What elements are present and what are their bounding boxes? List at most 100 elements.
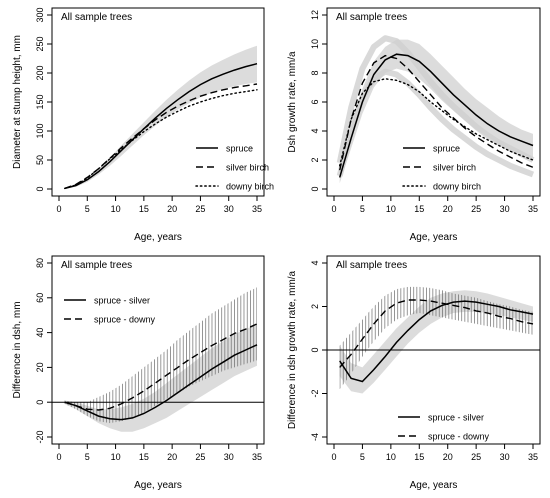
x-tick-label: 35 xyxy=(252,452,262,462)
y-tick-label: 8 xyxy=(310,70,320,75)
y-tick-label: 80 xyxy=(35,258,45,268)
panel-1: 0 5 10 15 20 25 30 35 0 50 100 150 200 250 300 Age, yea… xyxy=(12,7,274,243)
y-tick-label: 50 xyxy=(35,155,45,165)
x-tick-label: 25 xyxy=(195,204,205,214)
x-axis-title: Age, years xyxy=(134,232,182,243)
legend: spruce - silver spruce - downy xyxy=(64,296,156,325)
legend: spruce - silver spruce - downy xyxy=(398,413,490,442)
y-tick-label: -20 xyxy=(35,430,45,443)
series-line-spruce---downy xyxy=(339,299,534,368)
x-tick-label: 15 xyxy=(414,452,424,462)
x-tick-label: 25 xyxy=(471,452,481,462)
confidence-band-1 xyxy=(64,45,257,190)
x-tick-label: 20 xyxy=(167,452,177,462)
y-tick-label: 150 xyxy=(35,94,45,109)
x-tick-label: 25 xyxy=(195,452,205,462)
y-tick-label: 4 xyxy=(310,128,320,133)
series-line-spruce xyxy=(338,53,534,178)
panel-4: 0 5 10 15 20 25 30 35 -4 -2 0 2 4 Age, years Differenc… xyxy=(287,255,541,491)
legend-label: spruce - downy xyxy=(94,315,156,325)
x-tick-label: 10 xyxy=(111,204,121,214)
x-tick-label: 10 xyxy=(386,204,396,214)
x-tick-label: 20 xyxy=(167,204,177,214)
x-tick-label: 35 xyxy=(528,452,538,462)
confidence-band-2 xyxy=(64,287,257,424)
y-tick-label: 300 xyxy=(35,7,45,22)
y-tick-label: 0 xyxy=(35,400,45,405)
x-tick-label: 5 xyxy=(360,204,365,214)
y-axis-title: Difference in dsh growth rate, mm/a xyxy=(287,270,298,429)
y-tick-label: 40 xyxy=(35,328,45,338)
plot-frame xyxy=(51,255,265,445)
x-tick-label: 0 xyxy=(331,452,336,462)
series-line-spruce---downy xyxy=(64,323,258,411)
legend: spruce silver birch downy birch xyxy=(402,144,481,192)
panel-3: 0 5 10 15 20 25 30 35 -20 0 20 40 60 80 Age, years Diff… xyxy=(12,255,265,491)
x-tick-label: 0 xyxy=(331,204,336,214)
x-tick-label: 35 xyxy=(528,204,538,214)
y-tick-label: 2 xyxy=(310,157,320,162)
legend-label: spruce - silver xyxy=(428,413,484,423)
series-line-silver-birch xyxy=(339,54,534,171)
y-tick-label: 0 xyxy=(310,186,320,191)
x-tick-label: 30 xyxy=(224,452,234,462)
series-line-spruce xyxy=(64,62,258,190)
y-axis-title: Difference in dsh, mm xyxy=(12,301,23,398)
x-tick-label: 10 xyxy=(111,452,121,462)
y-tick-label: 4 xyxy=(310,260,320,265)
y-tick-label: 200 xyxy=(35,65,45,80)
y-axis-title: Diameter at stump height, mm xyxy=(12,35,23,169)
y-tick-label: 60 xyxy=(35,293,45,303)
legend-label: spruce xyxy=(226,144,253,154)
x-tick-label: 30 xyxy=(500,452,510,462)
series-line-spruce---silver xyxy=(339,300,534,383)
y-axis-title: Dsh growth rate, mm/a xyxy=(287,51,298,153)
y-tick-label: 12 xyxy=(310,10,320,20)
x-axis-title: Age, years xyxy=(410,480,458,491)
x-tick-label: 20 xyxy=(443,204,453,214)
x-tick-label: 20 xyxy=(443,452,453,462)
legend-label: downy birch xyxy=(226,182,274,192)
x-tick-label: 25 xyxy=(471,204,481,214)
legend: spruce silver birch downy birch xyxy=(195,144,274,192)
x-tick-label: 5 xyxy=(85,204,90,214)
panel-title: All sample trees xyxy=(336,260,407,271)
y-tick-label: 10 xyxy=(310,39,320,49)
x-tick-label: 5 xyxy=(360,452,365,462)
y-tick-label: -4 xyxy=(310,433,320,441)
x-tick-label: 15 xyxy=(139,204,149,214)
x-tick-label: 30 xyxy=(500,204,510,214)
x-tick-label: 15 xyxy=(139,452,149,462)
x-tick-label: 0 xyxy=(56,204,61,214)
legend-label: silver birch xyxy=(433,163,476,173)
y-tick-label: -2 xyxy=(310,389,320,397)
series-line-downy-birch xyxy=(339,78,534,167)
panel-title: All sample trees xyxy=(61,12,132,23)
y-tick-label: 6 xyxy=(310,99,320,104)
x-tick-label: 30 xyxy=(224,204,234,214)
x-tick-label: 10 xyxy=(386,452,396,462)
y-tick-label: 0 xyxy=(310,347,320,352)
panel-title: All sample trees xyxy=(61,260,132,271)
x-tick-label: 5 xyxy=(85,452,90,462)
legend-label: spruce - silver xyxy=(94,296,150,306)
series-line-silver-birch xyxy=(64,83,258,190)
y-tick-label: 0 xyxy=(35,186,45,191)
x-tick-label: 15 xyxy=(414,204,424,214)
y-tick-label: 250 xyxy=(35,36,45,51)
confidence-bound-2 xyxy=(336,68,535,178)
y-tick-label: 20 xyxy=(35,362,45,372)
x-axis-title: Age, years xyxy=(134,480,182,491)
series-line-spruce---silver xyxy=(64,344,258,421)
legend-label: spruce xyxy=(433,144,460,154)
legend-label: silver birch xyxy=(226,163,269,173)
legend-label: spruce - downy xyxy=(428,432,490,442)
confidence-bound-3 xyxy=(336,35,535,164)
confidence-band-1 xyxy=(339,39,533,184)
panel-title: All sample trees xyxy=(336,12,407,23)
y-tick-label: 100 xyxy=(35,123,45,138)
panel-2: 0 5 10 15 20 25 30 35 0 2 4 6 8 10 12 Age, years Dsh gro… xyxy=(287,7,541,243)
legend-label: downy birch xyxy=(433,182,481,192)
x-axis-title: Age, years xyxy=(410,232,458,243)
